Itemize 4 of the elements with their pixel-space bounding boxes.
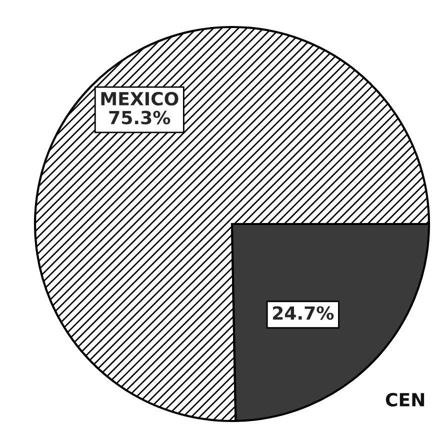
- data-label: 24.7%: [273, 306, 334, 320]
- data-label: 75.3%: [109, 110, 170, 124]
- slice-label: MEXICO: [101, 92, 178, 106]
- slice-label: CEN: [386, 392, 424, 407]
